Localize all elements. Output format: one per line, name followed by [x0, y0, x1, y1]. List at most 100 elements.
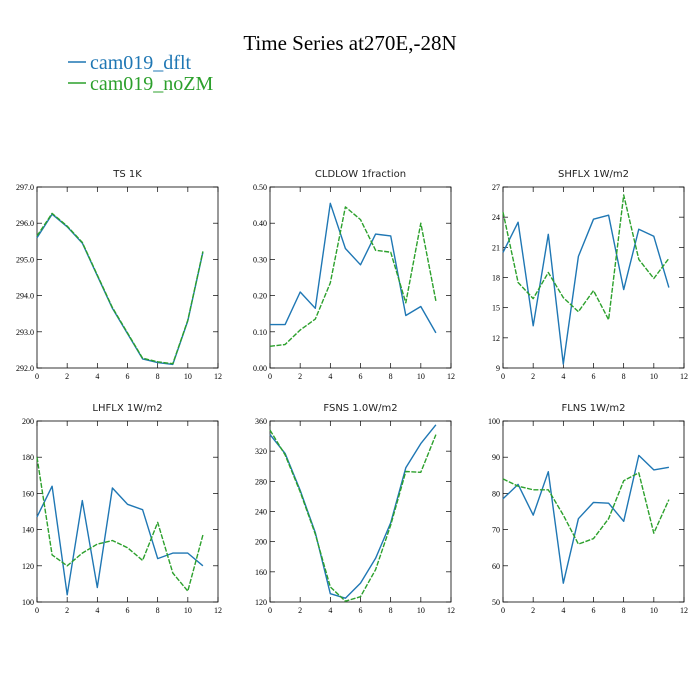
figure-title: Time Series at270E,-28N — [243, 31, 456, 55]
y-tick-label: 21 — [492, 243, 500, 252]
panel-title-lhflx: LHFLX 1W/m2 — [92, 403, 162, 414]
y-tick-label: 90 — [492, 453, 500, 462]
series-line-shflx-dflt — [502, 214, 670, 365]
x-tick-label: 12 — [214, 372, 222, 381]
y-tick-label: 296.0 — [16, 219, 34, 228]
x-tick-label: 0 — [268, 606, 272, 615]
panels: TS 1K0 2 4 6 8 10 12292.0293.0294.0295.0296.02… — [16, 169, 688, 615]
y-tick-label: 294.0 — [16, 292, 34, 301]
x-tick-label: 10 — [417, 606, 425, 615]
series-line-shflx-nozm — [502, 194, 670, 321]
y-tick-label: 280 — [255, 477, 267, 486]
y-tick-label: 24 — [492, 213, 500, 222]
x-tick-label: 10 — [650, 606, 658, 615]
x-tick-label: 8 — [622, 606, 626, 615]
y-tick-label: 292.0 — [16, 364, 34, 373]
y-tick-label: 0.00 — [253, 364, 267, 373]
plot-frame-ts — [36, 186, 219, 369]
x-tick-label: 6 — [359, 372, 363, 381]
series-line-flns-nozm — [502, 472, 670, 545]
x-tick-label: 12 — [447, 606, 455, 615]
x-tick-label: 10 — [650, 372, 658, 381]
y-tick-label: 120 — [22, 562, 34, 571]
y-tick-label: 120 — [255, 598, 267, 607]
x-tick-label: 12 — [680, 372, 688, 381]
y-tick-label: 80 — [492, 489, 500, 498]
x-tick-label: 6 — [126, 606, 130, 615]
panel-title-cldlow: CLDLOW 1fraction — [315, 169, 406, 180]
panel-title-shflx: SHFLX 1W/m2 — [558, 169, 629, 180]
x-tick-label: 10 — [184, 606, 192, 615]
y-tick-label: 140 — [22, 526, 34, 535]
y-tick-label: 200 — [255, 538, 267, 547]
y-tick-label: 0.40 — [253, 219, 267, 228]
x-tick-label: 6 — [126, 372, 130, 381]
y-tick-label: 293.0 — [16, 328, 34, 337]
x-tick-label: 4 — [328, 606, 332, 615]
y-tick-label: 160 — [22, 489, 34, 498]
x-tick-label: 4 — [561, 372, 565, 381]
panel-fsns: FSNS 1.0W/m2 0 2 4 6 8 10 12 120 160 200 240 280 320 3… — [255, 403, 455, 615]
y-tick-label: 0.10 — [253, 328, 267, 337]
x-tick-label: 4 — [561, 606, 565, 615]
y-tick-label: 100 — [488, 417, 500, 426]
y-tick-label: 12 — [492, 334, 500, 343]
y-tick-label: 70 — [492, 526, 500, 535]
plot-frame-flns — [502, 420, 685, 603]
series-line-fsns-dflt — [269, 424, 437, 599]
panel-cldlow: CLDLOW 1fraction 0 2 4 6 8 10 12 0.00 0.10 0.20 0.3… — [253, 169, 455, 381]
x-tick-label: 6 — [592, 372, 596, 381]
x-tick-label: 0 — [501, 372, 505, 381]
series-line-lhflx-dflt — [36, 485, 204, 596]
x-tick-label: 4 — [95, 372, 99, 381]
x-tick-label: 2 — [298, 372, 302, 381]
series-line-cldlow-nozm — [269, 206, 437, 347]
x-tick-label: 2 — [531, 606, 535, 615]
panel-title-fsns: FSNS 1.0W/m2 — [323, 403, 397, 414]
series-line-flns-dflt — [502, 454, 670, 584]
y-tick-label: 240 — [255, 508, 267, 517]
panel-title-flns: FLNS 1W/m2 — [561, 403, 625, 414]
x-tick-label: 12 — [447, 372, 455, 381]
x-tick-label: 10 — [184, 372, 192, 381]
legend-label-dflt: cam019_dflt — [90, 52, 192, 74]
x-tick-label: 2 — [65, 606, 69, 615]
x-tick-label: 0 — [268, 372, 272, 381]
x-tick-label: 4 — [328, 372, 332, 381]
x-tick-label: 4 — [95, 606, 99, 615]
y-tick-label: 100 — [22, 598, 34, 607]
x-tick-label: 0 — [501, 606, 505, 615]
x-tick-label: 6 — [359, 606, 363, 615]
panel-lhflx: LHFLX 1W/m2 0 2 4 6 8 10 12 100 120 140 160 180 200 — [22, 403, 222, 615]
y-tick-label: 180 — [22, 453, 34, 462]
x-tick-label: 8 — [389, 372, 393, 381]
y-tick-label: 60 — [492, 562, 500, 571]
x-tick-label: 2 — [298, 606, 302, 615]
series-line-fsns-nozm — [269, 429, 437, 602]
x-tick-label: 2 — [531, 372, 535, 381]
y-tick-label: 295.0 — [16, 255, 34, 264]
x-tick-label: 8 — [622, 372, 626, 381]
panel-ts: TS 1K 0 2 4 6 8 10 12 292.0 293.0 294.0 295.0 296.0 2… — [16, 169, 222, 381]
x-tick-label: 12 — [214, 606, 222, 615]
plot-frame-shflx — [502, 186, 685, 369]
x-tick-label: 10 — [417, 372, 425, 381]
x-tick-label: 2 — [65, 372, 69, 381]
y-tick-label: 200 — [22, 417, 34, 426]
y-tick-label: 297.0 — [16, 183, 34, 192]
x-tick-label: 8 — [156, 606, 160, 615]
x-tick-label: 0 — [35, 606, 39, 615]
plot-frame-fsns — [269, 420, 452, 603]
legend: cam019_dflt cam019_noZM — [68, 52, 214, 95]
y-tick-label: 15 — [492, 304, 500, 313]
panel-flns: FLNS 1W/m2 0 2 4 6 8 10 12 50 60 70 80 90 100 — [488, 403, 688, 615]
series-line-ts-dflt — [36, 213, 204, 366]
legend-label-nozm: cam019_noZM — [90, 73, 214, 95]
x-tick-label: 0 — [35, 372, 39, 381]
y-tick-label: 0.50 — [253, 183, 267, 192]
plot-frame-cldlow — [269, 186, 452, 369]
y-tick-label: 320 — [255, 447, 267, 456]
panel-title-ts: TS 1K — [112, 169, 142, 180]
